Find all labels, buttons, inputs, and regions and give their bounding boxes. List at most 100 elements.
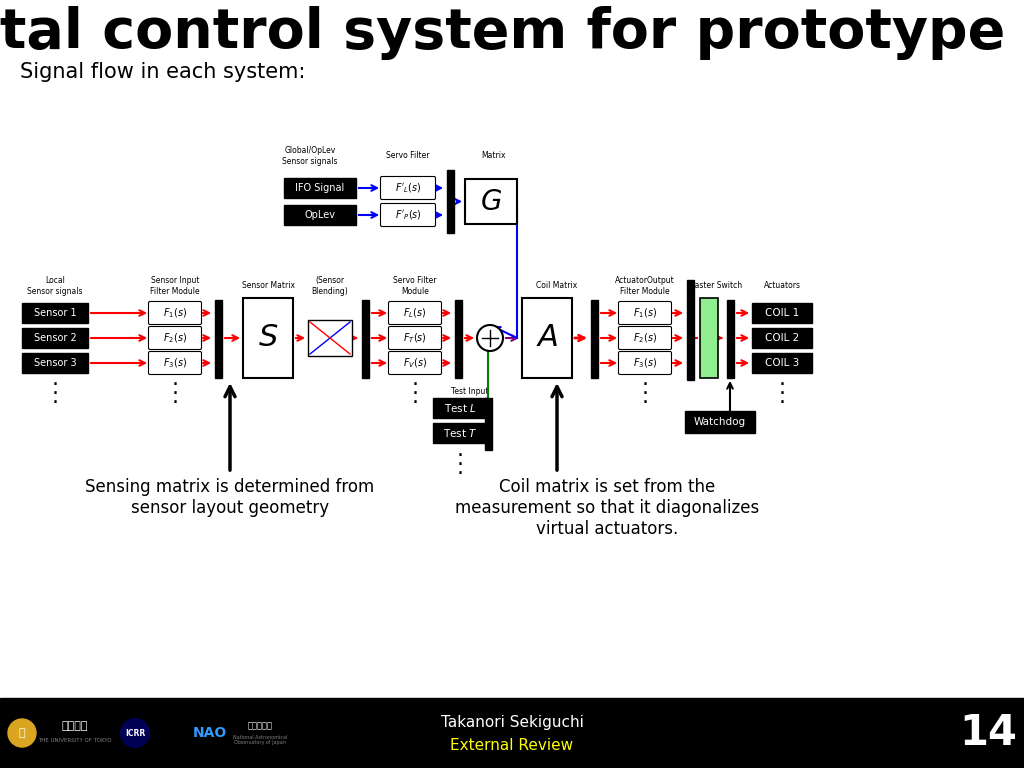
FancyBboxPatch shape <box>148 352 202 375</box>
Text: Sensor Matrix: Sensor Matrix <box>242 282 295 290</box>
Bar <box>685 411 755 433</box>
Text: ·: · <box>51 384 58 404</box>
Text: ·: · <box>171 375 178 395</box>
Text: Coil Matrix: Coil Matrix <box>537 282 578 290</box>
Text: 14: 14 <box>959 712 1017 754</box>
Text: Servo Filter: Servo Filter <box>386 151 430 161</box>
Text: Master Switch: Master Switch <box>688 282 742 290</box>
Bar <box>243 298 293 378</box>
Text: $F_T(s)$: $F_T(s)$ <box>403 331 427 345</box>
Text: Sensor 1: Sensor 1 <box>34 308 77 318</box>
Bar <box>752 303 812 323</box>
Bar <box>22 328 88 348</box>
Text: Digital control system for prototype SAS: Digital control system for prototype SAS <box>0 6 1024 60</box>
Text: COIL 1: COIL 1 <box>765 308 799 318</box>
Text: Sensor 3: Sensor 3 <box>34 358 77 368</box>
Bar <box>432 423 487 443</box>
Text: $F_3(s)$: $F_3(s)$ <box>633 356 657 370</box>
Text: COIL 3: COIL 3 <box>765 358 799 368</box>
Bar <box>284 205 356 225</box>
Text: $F'_L(s)$: $F'_L(s)$ <box>394 181 421 195</box>
Text: Test $T$: Test $T$ <box>442 427 477 439</box>
Text: Local
Sensor signals: Local Sensor signals <box>28 276 83 296</box>
Text: ·: · <box>171 393 178 413</box>
Text: Test $L$: Test $L$ <box>443 402 476 414</box>
Text: NAO: NAO <box>193 726 227 740</box>
Text: IFO Signal: IFO Signal <box>295 183 345 193</box>
FancyBboxPatch shape <box>381 177 435 200</box>
Bar <box>591 300 597 378</box>
Bar <box>700 298 718 378</box>
Text: Global/OpLev
Sensor signals: Global/OpLev Sensor signals <box>283 146 338 166</box>
Circle shape <box>121 719 150 747</box>
Bar <box>446 170 454 233</box>
Bar <box>214 300 221 378</box>
Bar <box>686 280 693 380</box>
Bar <box>22 353 88 373</box>
Text: ·: · <box>457 446 464 466</box>
FancyBboxPatch shape <box>388 302 441 325</box>
Text: Sensing matrix is determined from
sensor layout geometry: Sensing matrix is determined from sensor… <box>85 478 375 517</box>
FancyBboxPatch shape <box>148 326 202 349</box>
Bar <box>484 398 492 450</box>
Bar <box>432 398 487 418</box>
Text: ·: · <box>641 393 648 413</box>
FancyBboxPatch shape <box>618 302 672 325</box>
Text: ·: · <box>51 393 58 413</box>
Text: Coil matrix is set from the
measurement so that it diagonalizes
virtual actuator: Coil matrix is set from the measurement … <box>455 478 759 538</box>
Text: Servo Filter
Module: Servo Filter Module <box>393 276 437 296</box>
Text: ICRR: ICRR <box>125 729 145 737</box>
FancyBboxPatch shape <box>388 326 441 349</box>
Circle shape <box>477 325 503 351</box>
Bar <box>726 300 733 378</box>
Bar <box>0 698 1024 768</box>
FancyBboxPatch shape <box>388 352 441 375</box>
Bar <box>752 328 812 348</box>
Text: COIL 2: COIL 2 <box>765 333 799 343</box>
Text: $F_3(s)$: $F_3(s)$ <box>163 356 187 370</box>
Text: $A$: $A$ <box>536 323 558 353</box>
Bar <box>308 320 352 356</box>
Text: $F_L(s)$: $F_L(s)$ <box>403 306 427 319</box>
Text: ActuatorOutput
Filter Module: ActuatorOutput Filter Module <box>615 276 675 296</box>
Text: ·: · <box>457 455 464 475</box>
Bar <box>752 353 812 373</box>
Text: $G$: $G$ <box>480 187 502 216</box>
Text: (Sensor
Blending): (Sensor Blending) <box>311 276 348 296</box>
FancyBboxPatch shape <box>148 302 202 325</box>
Text: ·: · <box>412 375 419 395</box>
Text: $F_V(s)$: $F_V(s)$ <box>402 356 427 370</box>
Text: ·: · <box>171 384 178 404</box>
Bar <box>361 300 369 378</box>
Text: THE UNIVERSITY OF TOKYO: THE UNIVERSITY OF TOKYO <box>38 737 112 743</box>
Text: Actuators: Actuators <box>764 282 801 290</box>
Bar <box>522 298 572 378</box>
Text: ·: · <box>641 384 648 404</box>
Text: ·: · <box>641 375 648 395</box>
Text: ·: · <box>457 464 464 484</box>
Bar <box>455 300 462 378</box>
FancyBboxPatch shape <box>618 326 672 349</box>
Text: Matrix: Matrix <box>480 151 505 161</box>
Text: ·: · <box>51 375 58 395</box>
Text: Sensor Input
Filter Module: Sensor Input Filter Module <box>151 276 200 296</box>
Text: Watchdog: Watchdog <box>694 417 746 427</box>
Text: $F'_P(s)$: $F'_P(s)$ <box>394 208 422 222</box>
Text: 東: 東 <box>18 728 26 738</box>
Bar <box>4 702 289 764</box>
Text: $F_1(s)$: $F_1(s)$ <box>633 306 657 319</box>
Text: Signal flow in each system:: Signal flow in each system: <box>20 62 305 82</box>
Circle shape <box>8 719 36 747</box>
Text: ·: · <box>778 375 785 395</box>
Text: 東京大学: 東京大学 <box>61 721 88 731</box>
Bar <box>465 179 517 224</box>
Text: ·: · <box>412 384 419 404</box>
FancyBboxPatch shape <box>381 204 435 227</box>
Text: External Review: External Review <box>451 738 573 753</box>
Text: $F_2(s)$: $F_2(s)$ <box>163 331 187 345</box>
Text: 国立天文台: 国立天文台 <box>248 721 272 730</box>
Text: ·: · <box>778 393 785 413</box>
Text: National Astronomical
Observatory of Japan: National Astronomical Observatory of Jap… <box>232 735 287 746</box>
FancyBboxPatch shape <box>618 352 672 375</box>
Text: $F_1(s)$: $F_1(s)$ <box>163 306 187 319</box>
